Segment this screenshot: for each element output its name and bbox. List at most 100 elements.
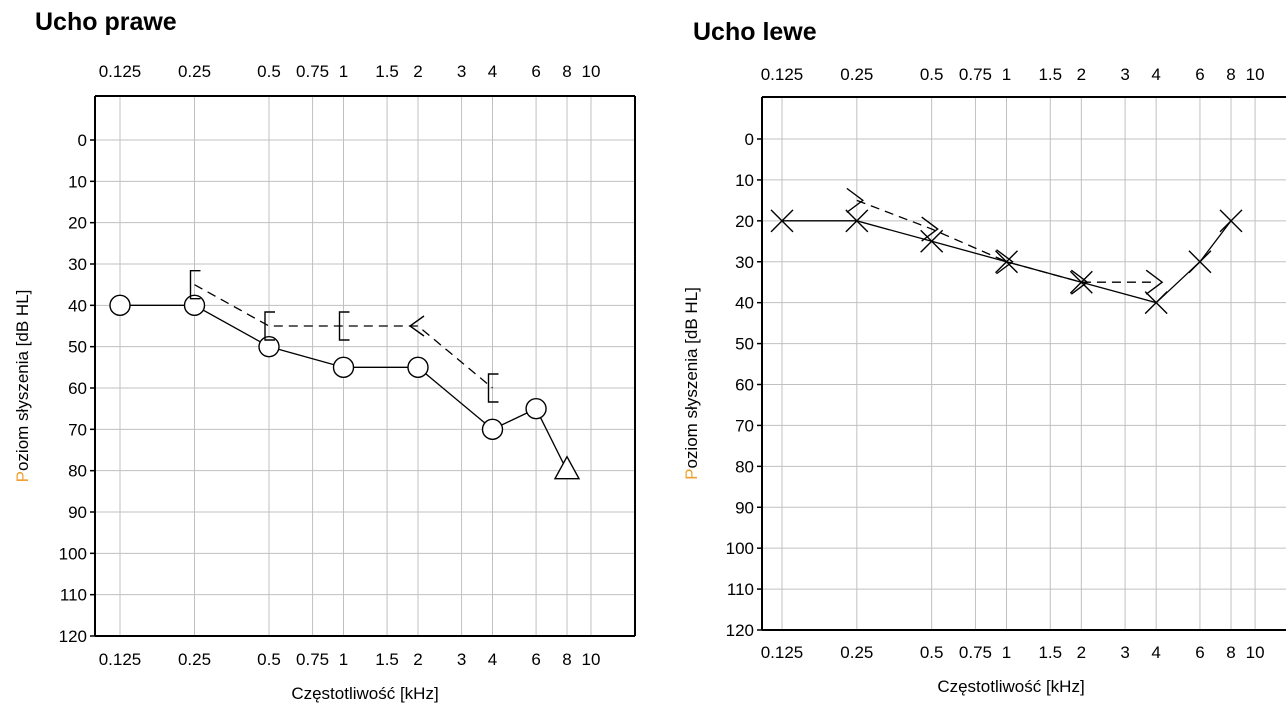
x-tick-label-bottom: 2: [1077, 643, 1086, 662]
x-tick-label-top: 0.125: [761, 65, 804, 84]
x-tick-label-top: 10: [1246, 65, 1265, 84]
marker-circle: [183, 294, 206, 317]
y-tick-label: 10: [735, 171, 754, 190]
y-axis-label: Poziom słyszenia [dB HL]: [682, 287, 701, 480]
marker-circle: [332, 356, 355, 379]
y-tick-label: 50: [735, 335, 754, 354]
x-tick-label-top: 4: [1151, 65, 1160, 84]
marker-x: [920, 229, 944, 253]
x-tick-label-top: 0.75: [296, 62, 329, 81]
x-tick-label-top: 1.5: [1038, 65, 1062, 84]
x-tick-label-top: 1.5: [375, 62, 399, 81]
x-tick-label-top: 1: [339, 62, 348, 81]
x-tick-label-top: 2: [413, 62, 422, 81]
x-tick-label-bottom: 1.5: [375, 650, 399, 669]
marker-x: [845, 209, 869, 233]
y-tick-label: 20: [68, 214, 87, 233]
y-tick-label: 40: [68, 296, 87, 315]
x-tick-label-bottom: 0.125: [99, 650, 142, 669]
y-tick-label: 100: [59, 544, 87, 563]
x-tick-label-top: 3: [457, 62, 466, 81]
x-tick-label-bottom: 1: [339, 650, 348, 669]
marker-triangle: [553, 455, 581, 480]
x-tick-label-bottom: 4: [1151, 643, 1160, 662]
x-tick-label-top: 6: [531, 62, 540, 81]
marker-x: [1188, 250, 1212, 274]
x-tick-label-top: 0.5: [257, 62, 281, 81]
y-tick-label: 20: [735, 212, 754, 231]
audiogram-right-ear: Ucho prawe01020304050607080901001101200.…: [13, 8, 636, 703]
x-tick-label-bottom: 0.75: [296, 650, 329, 669]
y-tick-label: 100: [726, 539, 754, 558]
marker-angle-right: [846, 187, 864, 213]
chart-title: Ucho lewe: [693, 18, 817, 46]
x-tick-label-bottom: 1: [1002, 643, 1011, 662]
x-tick-label-bottom: 3: [457, 650, 466, 669]
marker-circle: [258, 335, 280, 358]
x-tick-label-bottom: 6: [531, 650, 540, 669]
x-tick-label-bottom: 2: [413, 650, 422, 669]
marker-angle-right: [996, 249, 1014, 275]
x-tick-label-top: 0.25: [178, 62, 211, 81]
y-tick-label: 90: [68, 503, 87, 522]
x-tick-label-top: 3: [1120, 65, 1129, 84]
y-tick-label: 50: [68, 338, 87, 357]
y-tick-label: 110: [727, 580, 754, 599]
marker-circle: [109, 294, 131, 317]
y-tick-label: 30: [68, 255, 87, 274]
audiogram-left-ear: Ucho lewe01020304050607080901001101200.1…: [682, 18, 1286, 696]
x-tick-label-bottom: 3: [1120, 643, 1129, 662]
y-tick-label: 40: [735, 294, 754, 313]
x-tick-label-top: 0.5: [920, 65, 944, 84]
x-tick-label-top: 10: [582, 62, 601, 81]
x-tick-label-bottom: 0.75: [959, 643, 992, 662]
x-tick-label-bottom: 0.5: [920, 643, 944, 662]
x-tick-label-bottom: 0.25: [840, 643, 873, 662]
y-tick-label: 90: [735, 498, 754, 517]
x-tick-label-top: 8: [1226, 65, 1235, 84]
y-tick-label: 60: [68, 379, 87, 398]
marker-angle-right: [1070, 269, 1089, 295]
marker-x: [1144, 291, 1168, 315]
x-tick-label-bottom: 10: [1246, 643, 1265, 662]
x-tick-label-top: 0.125: [99, 62, 142, 81]
x-axis-label: Częstotliwość [kHz]: [937, 677, 1084, 696]
y-tick-label: 0: [745, 130, 754, 149]
marker-x: [770, 209, 794, 233]
y-axis-label: Poziom słyszenia [dB HL]: [13, 290, 32, 483]
x-tick-label-bottom: 8: [1226, 643, 1235, 662]
x-tick-label-bottom: 0.5: [257, 650, 281, 669]
marker-x: [1069, 270, 1093, 294]
x-tick-label-top: 0.25: [840, 65, 873, 84]
marker-bracket: [189, 269, 201, 300]
x-tick-label-bottom: 8: [562, 650, 571, 669]
y-tick-label: 120: [59, 627, 87, 646]
marker-angle-left: [408, 315, 425, 337]
marker-circle: [525, 397, 547, 420]
x-tick-label-bottom: 10: [582, 650, 601, 669]
series-line: [856, 199, 1157, 283]
y-tick-label: 60: [735, 376, 754, 395]
y-tick-label: 120: [726, 621, 754, 640]
y-tick-label: 70: [735, 416, 754, 435]
x-tick-label-bottom: 4: [488, 650, 497, 669]
x-tick-label-top: 6: [1195, 65, 1204, 84]
marker-angle-right: [1145, 269, 1164, 295]
y-tick-label: 0: [78, 131, 87, 150]
x-tick-label-top: 4: [488, 62, 497, 81]
y-tick-label: 80: [735, 457, 754, 476]
x-tick-label-top: 1: [1002, 65, 1011, 84]
x-tick-label-bottom: 0.25: [178, 650, 211, 669]
y-tick-label: 10: [68, 172, 87, 191]
marker-circle: [481, 418, 504, 441]
chart-title: Ucho prawe: [35, 8, 177, 36]
x-tick-label-bottom: 6: [1195, 643, 1204, 662]
x-tick-label-bottom: 1.5: [1038, 643, 1062, 662]
y-tick-label: 70: [68, 420, 87, 439]
marker-angle-right: [921, 216, 939, 242]
x-tick-label-top: 8: [562, 62, 571, 81]
y-tick-label: 80: [68, 462, 87, 481]
marker-x: [995, 250, 1018, 274]
x-tick-label-bottom: 0.125: [761, 643, 804, 662]
